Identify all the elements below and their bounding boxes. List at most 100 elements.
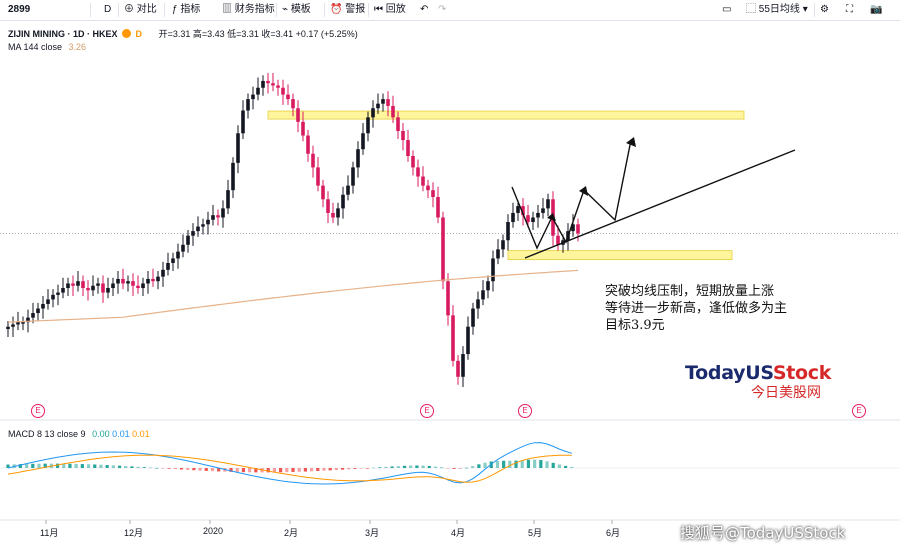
macd-histogram-bar [117,465,122,468]
candle-body [231,162,235,191]
candle-body [476,299,480,309]
candle-body [501,240,505,250]
candle-body [556,235,560,245]
macd-histogram-bar [272,468,277,473]
gear-icon[interactable]: ⚙ [820,4,829,15]
event-badge[interactable]: E [518,404,532,418]
candle-body [286,94,290,100]
macd-histogram-bar [458,468,462,469]
macd-histogram-bar [446,468,450,469]
fullscreen-icon[interactable]: ⛶ [846,4,853,15]
macd-histogram-bar [210,468,215,472]
ma-legend: MA 144 close 3.26 [8,42,87,52]
macd-histogram-bar [464,467,469,469]
candle-body [41,303,45,309]
status-dot [122,29,132,38]
symbol-input[interactable]: 2899 [8,4,31,15]
candle-body [301,121,305,136]
macd-histogram-bar [477,464,481,468]
macd-histogram-bar [514,460,518,468]
candle-body [141,283,145,289]
macd-histogram-bar [347,468,351,470]
candle-body [101,283,105,293]
macd-histogram-bar [359,468,363,469]
candle-body [106,288,110,293]
projection-path [511,139,632,250]
macd-histogram-bar [322,468,326,471]
candle-body [251,94,255,100]
undo-icon[interactable]: ↶ [420,4,429,15]
candle-body [221,208,225,218]
candle-body [491,258,495,282]
candle-body [196,226,200,232]
macd-histogram-bar [440,467,444,469]
event-badge[interactable]: E [420,404,434,418]
compare-button[interactable]: ⊕ 对比 [124,4,157,15]
candle-body [336,208,340,218]
macd-histogram-bar [452,468,456,469]
macd-line [7,442,572,485]
redo-icon[interactable]: ↷ [438,4,447,15]
camera-icon[interactable]: 📷 [870,4,883,15]
candle-body [506,222,510,241]
candle-body [16,322,20,325]
financials-button[interactable]: ▥ 财务指标 [222,4,275,15]
candle-body [331,212,335,218]
macd-histogram-bar [396,466,400,468]
replay-icon: ⏮ [374,4,383,15]
candle-body [186,235,190,245]
candle-body [541,208,545,213]
resistance-zone [267,110,745,120]
candle-body [351,167,355,186]
arrow-head [579,186,588,196]
candle-body [466,326,470,355]
ma-selector[interactable]: ⬚ 55日均线 ▾ [746,4,808,15]
candle-body [156,276,160,282]
macd-histogram-bar [285,468,289,473]
candle-body [26,317,30,323]
candle-body [146,278,150,284]
candle-body [261,80,265,88]
interval-button[interactable]: D [104,4,112,15]
candle-body [391,105,395,118]
ma-value: 3.26 [68,42,87,52]
macd-histogram-bar [62,463,66,468]
candle-body [341,194,345,209]
candle-body [36,308,40,314]
macd-histogram-bar [526,459,531,468]
macd-histogram-bar [378,467,382,468]
indicators-button[interactable]: ƒ 指标 [172,4,201,15]
candle-body [61,288,65,293]
alert-button[interactable]: ⏰ 警报 [330,4,366,15]
event-badge[interactable]: E [31,404,45,418]
candle-body [371,108,375,118]
layout-icon[interactable]: ▭ [722,4,732,15]
candle-body [451,315,455,361]
macd-histogram-bar [204,468,208,471]
candle-body [246,99,250,111]
macd-histogram-bar [309,468,314,472]
macd-histogram-bar [551,462,555,468]
candle-body [51,294,55,300]
macd-histogram-bar [384,466,388,468]
macd-histogram-bar [353,468,357,469]
macd-histogram-bar [105,465,109,468]
candle-body [226,190,230,209]
candle-body [96,283,100,286]
candle-body [296,108,300,122]
candle-body [421,176,425,186]
candle-body [456,360,460,377]
candle-body [256,87,260,95]
candle-body [306,135,310,154]
candle-body [546,199,550,209]
candle-body [516,206,520,213]
macd-histogram-bar [291,468,295,472]
replay-button[interactable]: ⏮ 回放 [374,4,406,15]
event-badge[interactable]: E [852,404,866,418]
templates-button[interactable]: ⌁ 模板 [282,4,311,15]
price-chart[interactable] [0,20,900,550]
candle-body [461,354,465,377]
trendline [524,149,796,259]
candle-body [311,153,315,168]
candle-body [571,224,575,232]
